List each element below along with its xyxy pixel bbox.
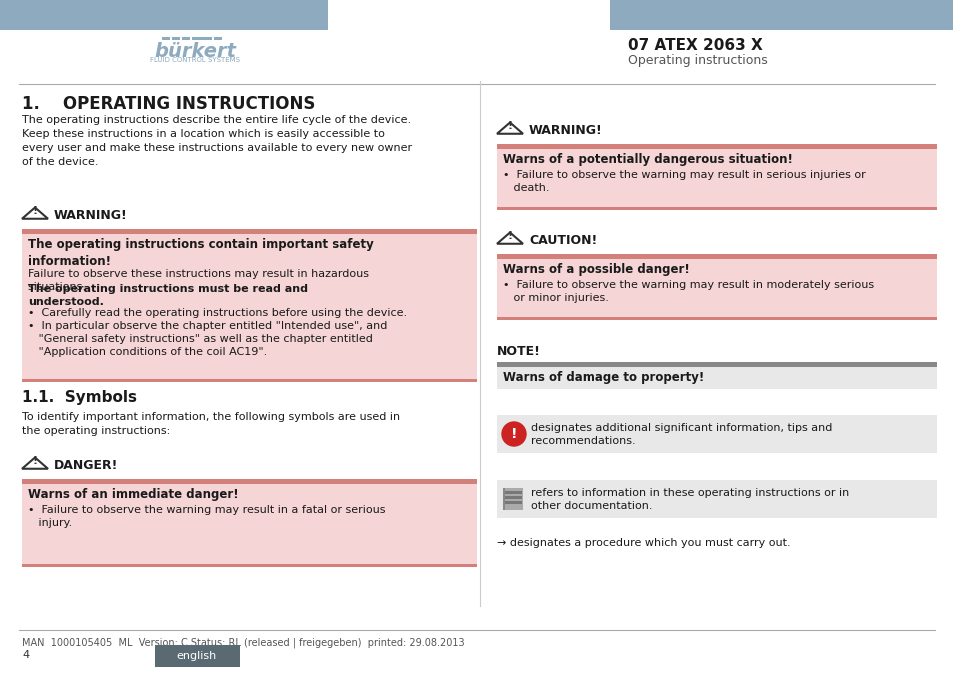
Text: bürkert: bürkert <box>153 42 235 61</box>
Text: 1.    OPERATING INSTRUCTIONS: 1. OPERATING INSTRUCTIONS <box>22 95 315 113</box>
Text: !: ! <box>507 120 512 131</box>
Bar <box>497 317 936 320</box>
Bar <box>172 37 180 40</box>
Bar <box>497 480 936 518</box>
Text: WARNING!: WARNING! <box>54 209 128 222</box>
Text: To identify important information, the following symbols are used in
the operati: To identify important information, the f… <box>22 412 399 436</box>
Circle shape <box>501 422 525 446</box>
Text: The operating instructions must be read and
understood.: The operating instructions must be read … <box>28 284 308 307</box>
Text: Warns of a potentially dangerous situation!: Warns of a potentially dangerous situati… <box>502 153 792 166</box>
Text: Warns of a possible danger!: Warns of a possible danger! <box>502 263 689 276</box>
Text: !: ! <box>510 427 517 441</box>
Bar <box>192 37 212 40</box>
Bar <box>497 259 936 317</box>
Text: WARNING!: WARNING! <box>529 124 602 137</box>
Bar <box>22 484 476 564</box>
Text: 1.1.  Symbols: 1.1. Symbols <box>22 390 137 405</box>
Bar <box>22 379 476 382</box>
Bar <box>22 234 476 379</box>
Bar <box>497 362 936 367</box>
Bar <box>154 645 240 667</box>
Bar <box>502 488 522 510</box>
Bar <box>22 479 476 484</box>
Text: FLUID CONTROL SYSTEMS: FLUID CONTROL SYSTEMS <box>150 57 240 63</box>
Bar <box>0 0 328 30</box>
Text: NOTE!: NOTE! <box>497 345 540 358</box>
Bar <box>213 37 222 40</box>
Bar <box>497 149 936 207</box>
Text: The operating instructions contain important safety
information!: The operating instructions contain impor… <box>28 238 374 268</box>
Text: Failure to observe these instructions may result in hazardous
situations.: Failure to observe these instructions ma… <box>28 269 369 292</box>
Text: 07 ATEX 2063 X: 07 ATEX 2063 X <box>627 38 762 53</box>
Text: !: ! <box>32 206 37 216</box>
Bar <box>497 415 936 453</box>
Text: •  Failure to observe the warning may result in serious injuries or
   death.: • Failure to observe the warning may res… <box>502 170 864 193</box>
Bar <box>503 491 521 494</box>
Text: •  Carefully read the operating instructions before using the device.: • Carefully read the operating instructi… <box>28 308 407 318</box>
Bar <box>497 254 936 259</box>
Text: Warns of an immediate danger!: Warns of an immediate danger! <box>28 488 238 501</box>
Text: DANGER!: DANGER! <box>54 459 118 472</box>
Bar <box>503 501 521 504</box>
Text: 4: 4 <box>22 650 30 660</box>
Bar <box>503 496 521 499</box>
Text: designates additional significant information, tips and
recommendations.: designates additional significant inform… <box>531 423 832 446</box>
Text: !: ! <box>507 231 512 241</box>
Text: •  Failure to observe the warning may result in moderately serious
   or minor i: • Failure to observe the warning may res… <box>502 280 873 304</box>
Text: MAN  1000105405  ML  Version: C Status: RL (released | freigegeben)  printed: 29: MAN 1000105405 ML Version: C Status: RL … <box>22 637 464 647</box>
Text: Operating instructions: Operating instructions <box>627 54 767 67</box>
Bar <box>22 229 476 234</box>
Bar <box>182 37 190 40</box>
Text: CAUTION!: CAUTION! <box>529 234 597 247</box>
Text: The operating instructions describe the entire life cycle of the device.
Keep th: The operating instructions describe the … <box>22 115 412 167</box>
Text: Warns of damage to property!: Warns of damage to property! <box>502 371 703 384</box>
Bar <box>609 0 953 30</box>
Bar <box>497 207 936 210</box>
Text: → designates a procedure which you must carry out.: → designates a procedure which you must … <box>497 538 790 548</box>
Text: •  In particular observe the chapter entitled "Intended use", and
   "General sa: • In particular observe the chapter enti… <box>28 321 387 357</box>
Bar <box>162 37 170 40</box>
Bar <box>497 367 936 389</box>
Text: refers to information in these operating instructions or in
other documentation.: refers to information in these operating… <box>531 488 848 511</box>
Bar <box>22 564 476 567</box>
Bar <box>502 488 504 510</box>
Bar <box>497 144 936 149</box>
Text: english: english <box>176 651 217 661</box>
Text: •  Failure to observe the warning may result in a fatal or serious
   injury.: • Failure to observe the warning may res… <box>28 505 385 528</box>
Text: !: ! <box>32 456 37 466</box>
